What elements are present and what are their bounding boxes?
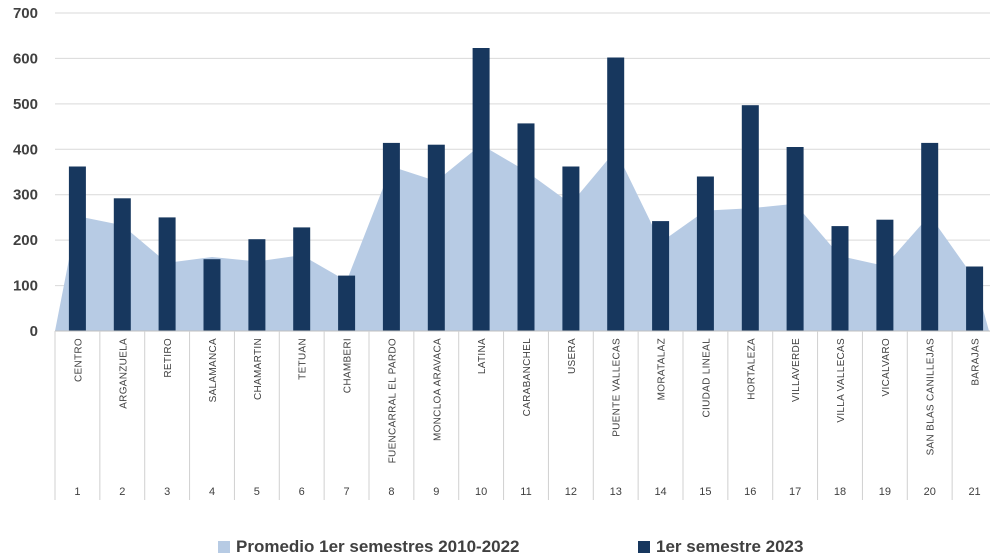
category-label: BARAJAS [971, 338, 982, 386]
bar-7 [338, 275, 356, 331]
category-number: 7 [344, 486, 350, 498]
legend-swatch-2023 [638, 541, 650, 553]
category-number: 18 [834, 486, 846, 498]
category-label: SAN BLAS CANILLEJAS [926, 338, 937, 455]
bar-17 [786, 147, 804, 331]
category-label: TETUAN [298, 338, 309, 380]
category-number: 8 [388, 486, 394, 498]
legend-label-average: Promedio 1er semestres 2010-2022 [236, 537, 520, 556]
bar-12 [562, 166, 580, 331]
category-label: CHAMARTIN [253, 338, 264, 400]
bar-8 [382, 142, 400, 331]
bar-4 [203, 259, 221, 331]
category-number: 6 [299, 486, 305, 498]
category-number: 9 [433, 486, 439, 498]
category-number: 17 [789, 486, 801, 498]
bar-18 [831, 226, 849, 331]
y-tick-label: 500 [13, 96, 38, 113]
category-label: ARGANZUELA [118, 338, 129, 409]
category-label: HORTALEZA [746, 338, 757, 400]
bar-9 [427, 144, 445, 331]
legend-swatch-average [218, 541, 230, 553]
category-number: 19 [879, 486, 891, 498]
bar-15 [696, 176, 714, 331]
category-label: LATINA [477, 338, 488, 374]
category-label: CARABANCHEL [522, 338, 533, 416]
chart: 0 100 200 300 400 500 600 700 CENTRO 1 ARGANZUELA… [13, 5, 990, 500]
category-number: 20 [924, 486, 936, 498]
bar-13 [607, 57, 625, 331]
category-number: 11 [520, 486, 531, 498]
bar-16 [741, 105, 759, 331]
category-label: VILLAVERDE [791, 338, 802, 402]
category-number: 5 [254, 486, 260, 498]
category-number: 10 [475, 486, 487, 498]
bar-19 [876, 219, 894, 331]
bar-6 [293, 227, 311, 331]
category-label: MONCLOA ARAVACA [432, 338, 443, 441]
category-label: USERA [567, 338, 578, 374]
category-number: 2 [119, 486, 125, 498]
y-tick-label: 400 [13, 141, 38, 158]
bar-3 [158, 217, 176, 331]
category-number: 21 [968, 486, 980, 498]
y-tick-label: 100 [13, 278, 38, 295]
category-label: RETIRO [163, 338, 174, 378]
x-axis: CENTRO 1 ARGANZUELA 2 RETIRO 3 SALAMANCA 4 CHAMA… [54, 330, 990, 500]
category-number: 16 [744, 486, 756, 498]
category-number: 4 [209, 486, 215, 498]
legend-item-average: Promedio 1er semestres 2010-2022 [218, 537, 520, 557]
y-tick-label: 300 [13, 187, 38, 204]
bar-21 [966, 266, 984, 331]
category-number: 14 [654, 486, 666, 498]
category-number: 1 [74, 486, 80, 498]
category-label: MORATALAZ [657, 338, 668, 400]
legend-label-2023: 1er semestre 2023 [656, 537, 804, 556]
category-label: CIUDAD LINEAL [701, 338, 712, 418]
category-label: PUENTE VALLECAS [612, 338, 623, 437]
legend-item-2023: 1er semestre 2023 [638, 537, 803, 557]
bar-20 [921, 142, 939, 331]
category-label: SALAMANCA [208, 338, 219, 402]
category-label: VICALVARO [881, 338, 892, 396]
y-tick-label: 600 [13, 50, 38, 67]
bar-1 [68, 166, 86, 331]
category-number: 13 [610, 486, 622, 498]
bar-11 [517, 123, 535, 332]
bar-series [68, 48, 984, 332]
y-axis: 0 100 200 300 400 500 600 700 [13, 5, 38, 340]
category-label: CHAMBERI [343, 338, 354, 393]
category-number: 12 [565, 486, 577, 498]
category-label: VILLA VALLECAS [836, 338, 847, 423]
category-label: CENTRO [73, 338, 84, 382]
category-number: 3 [164, 486, 170, 498]
y-tick-label: 200 [13, 232, 38, 249]
bar-5 [248, 239, 266, 331]
y-tick-label: 0 [30, 323, 38, 340]
legend: Promedio 1er semestres 2010-2022 1er sem… [0, 537, 990, 559]
bar-14 [652, 221, 670, 331]
y-tick-label: 700 [13, 5, 38, 22]
bar-2 [113, 198, 131, 331]
category-number: 15 [699, 486, 711, 498]
bar-10 [472, 48, 490, 331]
category-label: FUENCARRAL EL PARDO [387, 338, 398, 463]
